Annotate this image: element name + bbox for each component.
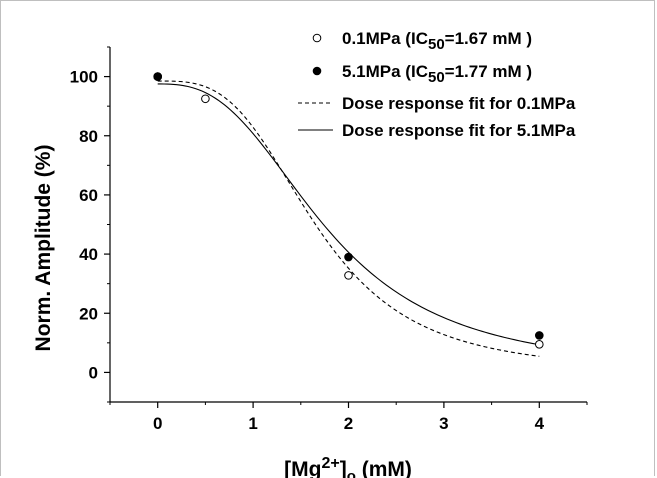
x-axis-title-suffix: (mM) (356, 458, 412, 478)
legend-marker-filled (312, 66, 322, 76)
fit-curve-0-1mpa (157, 80, 540, 357)
y-tick-label: 100 (70, 68, 98, 87)
y-tick-label: 40 (79, 245, 98, 264)
y-tick-label: 0 (89, 363, 98, 382)
fit-lines (157, 80, 540, 357)
legend-label-fit-1: Dose response fit for 0.1MPa (342, 94, 576, 113)
legend-label-series-1: 0.1MPa (IC50=1.67 mM ) (342, 29, 532, 53)
legend-label-series-2: 5.1MPa (IC50=1.77 mM ) (342, 62, 532, 86)
data-markers (153, 72, 544, 349)
x-tick-label: 1 (248, 414, 257, 433)
data-point-open (344, 271, 353, 280)
y-axis-title: Norm. Amplitude (%) (32, 145, 55, 352)
fit-curve-5-1mpa (157, 83, 540, 346)
x-axis-title-sub: o (347, 468, 356, 478)
x-axis-title-bracket: ] (340, 458, 347, 478)
y-tick-label: 80 (79, 127, 98, 146)
x-axis-title: [Mg2+]o (mM) (284, 455, 412, 478)
legend-marker-open (312, 33, 322, 43)
x-axis-title-prefix: [Mg (284, 458, 321, 478)
x-tick-label: 2 (344, 414, 353, 433)
x-tick-label: 4 (535, 414, 545, 433)
legend-label-fit-2: Dose response fit for 5.1MPa (342, 121, 576, 140)
x-tick-label: 0 (153, 414, 162, 433)
y-tick-label: 20 (79, 304, 98, 323)
x-axis-title-sup: 2+ (321, 455, 339, 472)
data-point-filled (153, 72, 162, 81)
x-tick-label: 3 (439, 414, 448, 433)
axes (104, 46, 588, 408)
legend: 0.1MPa (IC50=1.67 mM ) 5.1MPa (IC50=1.77… (298, 29, 576, 140)
data-point-open (201, 94, 210, 104)
data-point-open (535, 340, 544, 349)
y-tick-label: 60 (79, 186, 98, 205)
data-point-filled (535, 331, 544, 340)
data-point-filled (344, 252, 353, 262)
tick-labels: 0 20 40 60 80 100 0 1 2 3 4 (70, 68, 545, 433)
